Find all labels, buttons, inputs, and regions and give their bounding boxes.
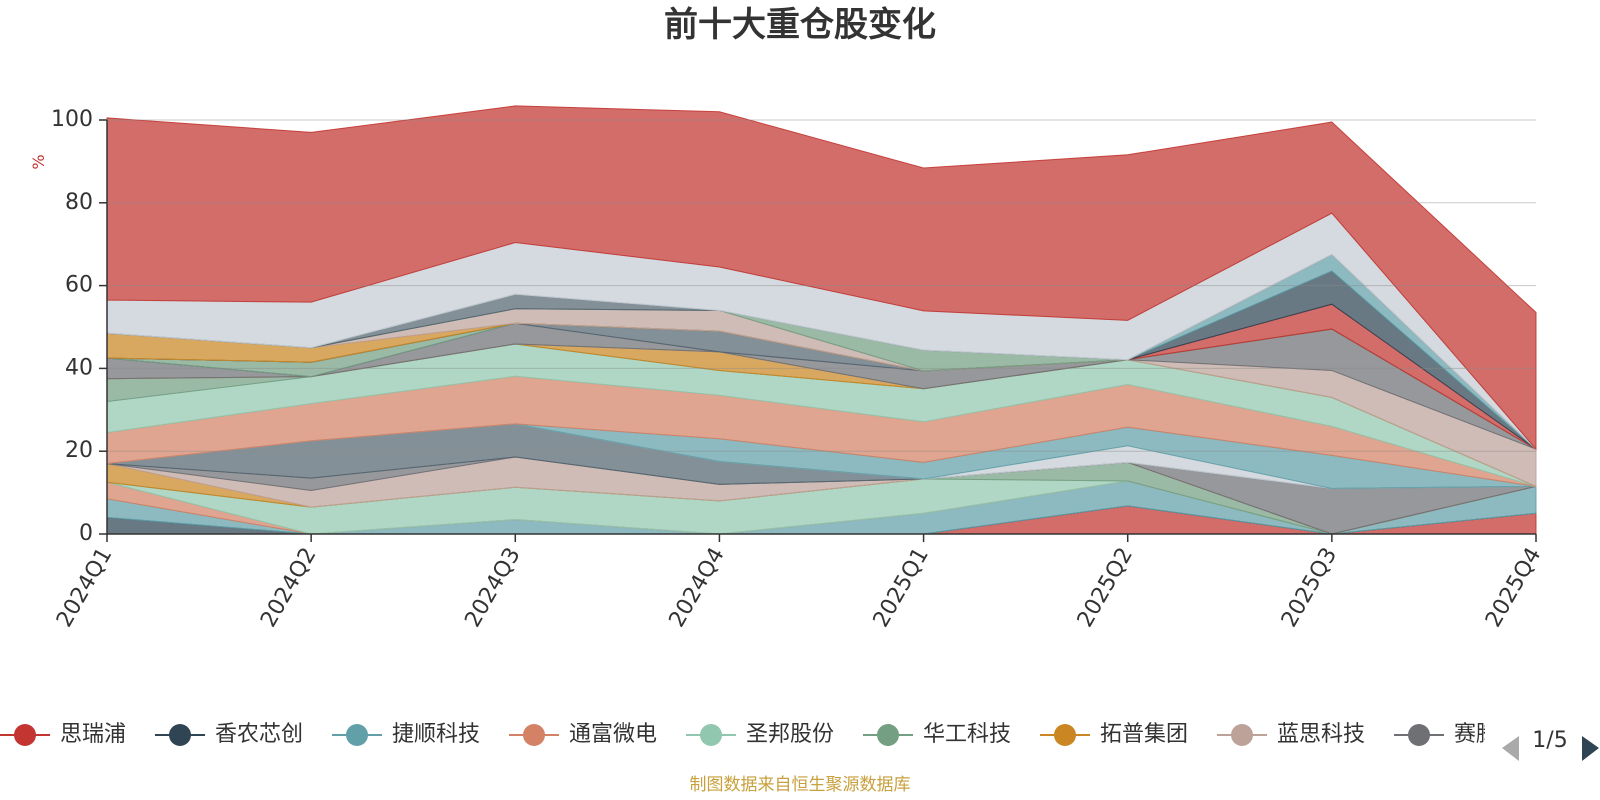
legend-label: 圣邦股份: [746, 722, 834, 747]
legend-label: 拓普集团: [1100, 722, 1188, 747]
x-tick-label: 2025Q1: [869, 544, 934, 632]
x-tick-label: 2024Q2: [256, 544, 321, 632]
legend-item-3[interactable]: 捷顺科技: [332, 722, 480, 747]
legend-label: 思瑞浦: [60, 722, 126, 747]
y-axis: 0 20 40 60 80 100: [51, 107, 108, 546]
legend-item-2[interactable]: 香农芯创: [155, 722, 303, 747]
y-tick-label: 40: [65, 355, 93, 380]
legend-label: 捷顺科技: [392, 722, 480, 747]
y-axis-label: %: [29, 154, 48, 169]
legend-next-icon[interactable]: [1582, 736, 1599, 761]
y-tick-label: 20: [65, 438, 93, 463]
gridlines: [107, 119, 1536, 452]
legend-marker-icon: [1054, 724, 1076, 746]
legend-marker-icon: [523, 724, 545, 746]
legend-marker-icon: [1231, 724, 1253, 746]
x-tick-label: 2024Q1: [52, 544, 117, 632]
legend-item-4[interactable]: 通富微电: [509, 722, 657, 747]
y-tick-label: 0: [79, 521, 93, 546]
legend-marker-icon: [346, 724, 368, 746]
legend-item-7[interactable]: 拓普集团: [1040, 722, 1188, 747]
stack-area-20: [106, 105, 1537, 451]
legend-prev-icon[interactable]: [1502, 736, 1519, 761]
legend-items: 思瑞浦 香农芯创 捷顺科技 通富微电 圣邦股份 华工科技 拓普集团 蓝思科技 赛腾股份: [0, 722, 1542, 747]
y-tick-label: 80: [65, 190, 93, 215]
legend-label: 华工科技: [923, 722, 1011, 747]
legend-item-1[interactable]: 思瑞浦: [0, 722, 126, 747]
y-tick-label: 100: [51, 107, 93, 132]
legend-item-8[interactable]: 蓝思科技: [1217, 722, 1365, 747]
plot-areas: [106, 105, 1537, 535]
legend-marker-icon: [877, 724, 899, 746]
x-axis: 2024Q1 2024Q2 2024Q3 2024Q4 2025Q1 2025Q2 2025…: [52, 533, 1546, 632]
legend: 思瑞浦 香农芯创 捷顺科技 通富微电 圣邦股份 华工科技 拓普集团 蓝思科技 赛腾股份: [0, 722, 1542, 747]
legend-marker-icon: [700, 724, 722, 746]
x-tick-label: 2025Q2: [1073, 544, 1138, 632]
legend-item-6[interactable]: 华工科技: [863, 722, 1011, 747]
legend-pager: 1/5: [1502, 728, 1599, 761]
legend-label: 香农芯创: [215, 722, 303, 747]
x-tick-label: 2024Q4: [665, 544, 730, 632]
x-tick-label: 2025Q3: [1277, 544, 1342, 632]
data-source-note: 制图数据来自恒生聚源数据库: [690, 775, 911, 795]
x-tick-label: 2024Q3: [460, 544, 525, 632]
x-tick-label: 2025Q4: [1481, 544, 1546, 632]
legend-marker-icon: [14, 724, 36, 746]
legend-page-indicator: 1/5: [1532, 728, 1567, 753]
legend-label: 蓝思科技: [1277, 722, 1365, 747]
chart-title: 前十大重仓股变化: [664, 5, 936, 45]
legend-marker-icon: [169, 724, 191, 746]
legend-item-9[interactable]: 赛腾股份: [1394, 722, 1542, 747]
y-tick-label: 60: [65, 273, 93, 298]
legend-label: 通富微电: [569, 722, 657, 747]
legend-marker-icon: [1408, 724, 1430, 746]
legend-label: 赛腾股份: [1454, 722, 1542, 747]
legend-item-5[interactable]: 圣邦股份: [686, 722, 834, 747]
